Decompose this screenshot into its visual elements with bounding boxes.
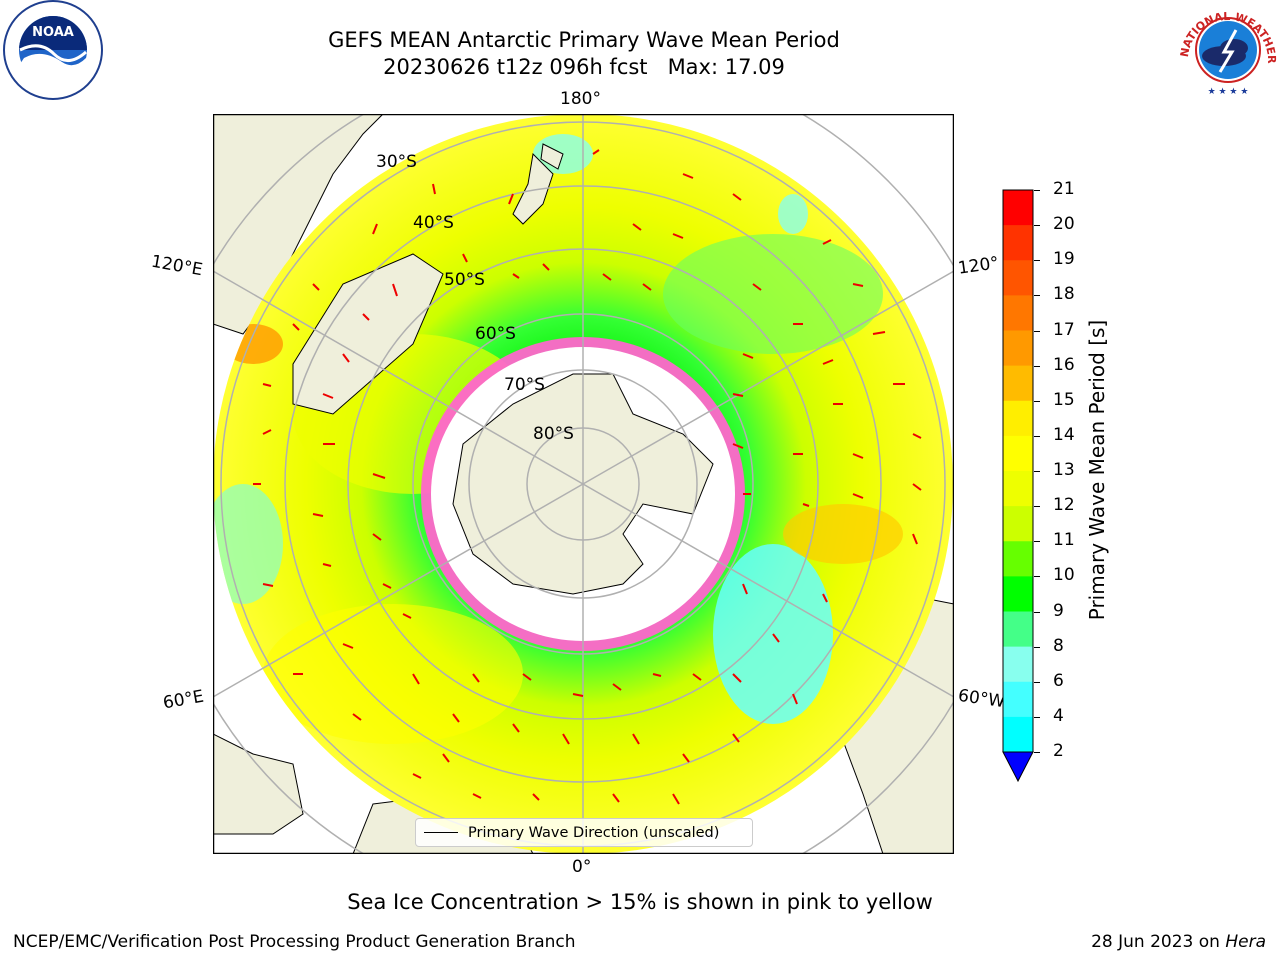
colorbar-tick-label: 16 (1053, 354, 1075, 375)
colorbar-tick-label: 10 (1053, 565, 1075, 586)
colorbar-segment (1003, 295, 1033, 331)
colorbar-tick-label: 13 (1053, 460, 1075, 480)
lat-label-80s: 80°S (533, 424, 574, 444)
colorbar-segment (1003, 365, 1033, 402)
colorbar-segment (1003, 400, 1033, 437)
colorbar-tick-label: 14 (1053, 424, 1075, 445)
lon-label-120e: 120°E (149, 251, 205, 281)
map-legend: Primary Wave Direction (unscaled) (415, 818, 753, 847)
colorbar (1002, 188, 1034, 783)
footer-date: 28 Jun 2023 on Hera (1091, 932, 1266, 952)
lon-label-180: 180° (560, 89, 601, 109)
colorbar-segment (1003, 611, 1033, 648)
chart-subtitle: 20230626 t12z 096h fcst Max: 17.09 (383, 55, 785, 79)
svg-text:★ ★ ★ ★: ★ ★ ★ ★ (1208, 87, 1249, 97)
chart-title: GEFS MEAN Antarctic Primary Wave Mean Pe… (328, 28, 840, 52)
colorbar-segment (1003, 681, 1033, 718)
colorbar-segment (1003, 260, 1033, 296)
legend-label: Primary Wave Direction (unscaled) (468, 824, 720, 841)
lat-label-60s: 60°S (475, 324, 516, 344)
lat-label-40s: 40°S (413, 213, 454, 233)
lon-label-60e: 60°E (161, 686, 206, 714)
lon-label-120w: 120° (956, 253, 1001, 279)
colorbar-segment (1003, 330, 1033, 367)
colorbar-tick-label: 17 (1053, 319, 1075, 340)
colorbar-tick-mark (1034, 190, 1040, 191)
lat-label-50s: 50°S (444, 270, 485, 290)
colorbar-tick-label: 6 (1053, 670, 1064, 691)
svg-text:NOAA: NOAA (32, 25, 74, 40)
sea-ice-note: Sea Ice Concentration > 15% is shown in … (347, 890, 933, 914)
colorbar-tick-label: 21 (1053, 179, 1075, 199)
colorbar-tick-label: 15 (1053, 389, 1075, 410)
colorbar-tick-mark (1034, 716, 1040, 718)
lon-label-0: 0° (572, 857, 592, 877)
colorbar-tick-label: 20 (1053, 214, 1075, 235)
colorbar-tick-mark (1034, 330, 1040, 332)
colorbar-tick-label: 2 (1053, 741, 1064, 761)
colorbar-extend-triangle (1002, 751, 1034, 783)
colorbar-label: Primary Wave Mean Period [s] (1085, 319, 1109, 621)
footer-host: Hera (1225, 932, 1266, 952)
colorbar-tick-mark (1034, 681, 1040, 683)
colorbar-tick-label: 18 (1053, 284, 1075, 305)
colorbar-segment (1003, 646, 1033, 683)
colorbar-tick-mark (1034, 646, 1040, 648)
colorbar-segment (1003, 471, 1033, 507)
colorbar-tick-mark (1034, 365, 1040, 367)
colorbar-tick-mark (1034, 225, 1040, 227)
colorbar-tick-mark (1034, 435, 1040, 437)
lon-label-60w: 60°W (956, 685, 1007, 713)
colorbar-segment (1003, 225, 1033, 261)
legend-line-swatch (424, 832, 458, 833)
colorbar-tick-label: 9 (1053, 600, 1064, 621)
colorbar-tick-mark (1034, 541, 1040, 543)
colorbar-segment (1003, 716, 1033, 753)
noaa-logo: NOAA (2, 0, 104, 100)
colorbar-tick-mark (1034, 260, 1040, 262)
colorbar-tick-mark (1034, 295, 1040, 297)
colorbar-tick-label: 4 (1053, 705, 1064, 726)
colorbar-tick-label: 12 (1053, 495, 1075, 516)
colorbar-tick-mark (1034, 471, 1040, 472)
colorbar-tick-mark (1034, 576, 1040, 578)
colorbar-tick-mark (1034, 400, 1040, 402)
nws-logo: NATIONAL WEATHER SERVICE ★ ★ ★ ★ (1172, 0, 1280, 100)
lat-label-70s: 70°S (504, 375, 545, 395)
colorbar-tick-label: 11 (1053, 530, 1075, 551)
colorbar-tick-label: 19 (1053, 249, 1075, 270)
colorbar-segment (1003, 576, 1033, 612)
colorbar-tick-label: 8 (1053, 635, 1064, 656)
footer-credit: NCEP/EMC/Verification Post Processing Pr… (13, 932, 576, 952)
lat-label-30s: 30°S (376, 152, 417, 172)
colorbar-segment (1003, 190, 1033, 226)
colorbar-segment (1003, 541, 1033, 577)
polar-map (213, 114, 954, 854)
colorbar-outline (1002, 189, 1034, 753)
footer-date-text: 28 Jun 2023 on (1091, 932, 1226, 952)
colorbar-tick-mark (1034, 752, 1040, 753)
colorbar-segment (1003, 506, 1033, 542)
colorbar-tick-mark (1034, 506, 1040, 508)
colorbar-segment (1003, 435, 1033, 472)
colorbar-tick-mark (1034, 611, 1040, 613)
